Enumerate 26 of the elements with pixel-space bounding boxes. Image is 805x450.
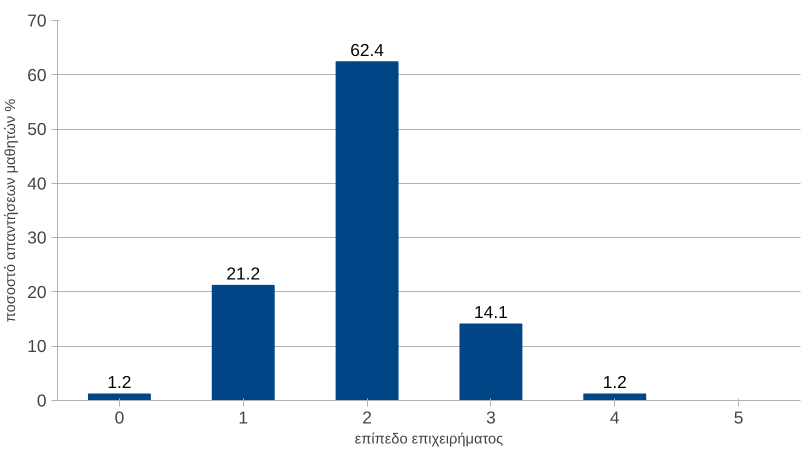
- y-axis-title: ποσοστό απαντήσεων μαθητών %: [3, 98, 20, 322]
- y-tick-label: 40: [27, 173, 47, 194]
- data-label: 21.2: [226, 263, 260, 284]
- bar: [88, 393, 151, 400]
- bar: [459, 323, 522, 400]
- bar: [336, 61, 399, 400]
- data-label: 1.2: [107, 372, 132, 392]
- y-tick-label: 60: [27, 64, 47, 85]
- y-tick-label: 0: [36, 390, 47, 410]
- y-tick-label: 10: [27, 336, 47, 356]
- x-axis-title: επίπεδο επιχειρήματος: [354, 432, 504, 448]
- y-tick-label: 70: [27, 10, 47, 30]
- x-tick-label: 3: [486, 408, 496, 428]
- y-tick-label: 30: [27, 228, 47, 248]
- data-label: 14.1: [474, 302, 508, 322]
- x-tick-label: 0: [114, 408, 124, 428]
- x-tick-label: 2: [362, 408, 372, 428]
- bar: [212, 284, 275, 400]
- x-tick-label: 5: [734, 408, 744, 428]
- y-tick-label: 20: [27, 282, 47, 302]
- bar: [583, 393, 646, 400]
- data-label: 62.4: [350, 40, 384, 60]
- x-tick-label: 1: [238, 408, 248, 428]
- data-label: 1.2: [602, 372, 627, 392]
- x-tick-label: 4: [610, 408, 620, 428]
- y-tick-label: 50: [27, 119, 47, 140]
